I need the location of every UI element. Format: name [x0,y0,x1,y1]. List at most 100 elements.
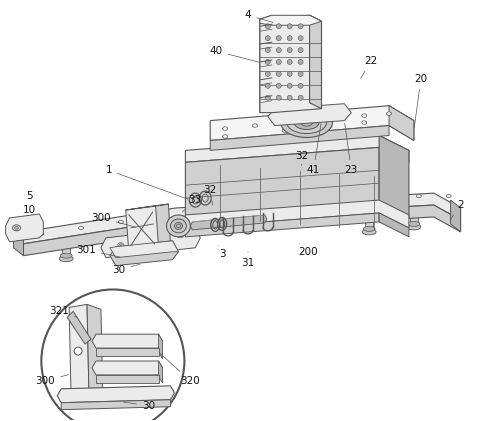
Polygon shape [156,226,164,242]
Text: 32: 32 [203,185,216,205]
Polygon shape [125,206,158,252]
Ellipse shape [119,244,122,246]
Text: 32: 32 [294,152,307,165]
Ellipse shape [286,72,292,76]
Polygon shape [210,125,388,150]
Ellipse shape [276,59,281,64]
Polygon shape [309,15,321,109]
Polygon shape [5,214,43,242]
Polygon shape [101,228,200,258]
Ellipse shape [286,48,292,53]
Ellipse shape [298,95,303,100]
Ellipse shape [286,36,292,41]
Polygon shape [14,232,23,256]
Polygon shape [158,361,162,383]
Text: 23: 23 [344,123,357,175]
Text: 300: 300 [91,213,136,227]
Ellipse shape [407,221,419,226]
Polygon shape [107,233,115,249]
Ellipse shape [222,135,227,138]
Ellipse shape [406,224,420,230]
Polygon shape [185,147,378,230]
Ellipse shape [280,108,332,138]
Polygon shape [267,104,350,125]
Polygon shape [96,348,158,356]
Ellipse shape [276,72,281,76]
Polygon shape [92,361,162,375]
Polygon shape [110,241,178,258]
Ellipse shape [265,59,270,64]
Ellipse shape [286,112,326,133]
Ellipse shape [74,347,82,355]
Text: 300: 300 [36,375,68,386]
Polygon shape [450,200,460,232]
Ellipse shape [298,83,303,88]
Ellipse shape [361,114,366,117]
Ellipse shape [265,83,270,88]
Ellipse shape [298,24,303,29]
Text: 31: 31 [241,252,254,268]
Text: 30: 30 [123,401,155,411]
Ellipse shape [286,83,292,88]
Polygon shape [190,215,266,230]
Polygon shape [259,15,271,113]
Ellipse shape [176,224,180,228]
Ellipse shape [154,239,166,244]
Polygon shape [388,106,413,141]
Polygon shape [185,136,408,163]
Ellipse shape [265,48,270,53]
Ellipse shape [298,72,303,76]
Ellipse shape [174,222,182,229]
Ellipse shape [361,121,366,124]
Polygon shape [210,106,413,141]
Ellipse shape [118,243,123,247]
Polygon shape [259,15,321,25]
Ellipse shape [276,83,281,88]
Text: 22: 22 [360,56,377,78]
Polygon shape [61,400,170,410]
Polygon shape [69,304,89,402]
Text: 3: 3 [218,246,225,259]
Ellipse shape [326,117,331,120]
Ellipse shape [286,24,292,29]
Ellipse shape [294,116,318,130]
Polygon shape [378,136,408,218]
Ellipse shape [15,226,19,229]
Ellipse shape [166,215,190,237]
Polygon shape [67,312,91,344]
Ellipse shape [376,199,381,202]
Ellipse shape [222,127,227,130]
Polygon shape [110,241,178,266]
Text: 41: 41 [306,123,321,175]
Ellipse shape [386,112,391,115]
Text: 10: 10 [23,205,36,215]
Text: 33: 33 [182,195,201,212]
Ellipse shape [286,95,292,100]
Ellipse shape [265,24,270,29]
Text: 320: 320 [159,353,200,386]
Polygon shape [96,375,158,383]
Polygon shape [185,213,378,237]
Text: 2: 2 [449,200,463,220]
Ellipse shape [276,48,281,53]
Ellipse shape [60,253,72,258]
Polygon shape [259,15,321,113]
Text: 321: 321 [49,306,77,317]
Ellipse shape [252,124,257,127]
Ellipse shape [118,221,123,224]
Ellipse shape [298,36,303,41]
Polygon shape [139,204,170,250]
Ellipse shape [265,36,270,41]
Ellipse shape [362,229,375,235]
Text: 200: 200 [297,244,317,257]
Circle shape [41,290,184,421]
Polygon shape [87,304,103,404]
Ellipse shape [282,121,286,124]
Polygon shape [409,208,417,224]
Ellipse shape [415,195,421,197]
Ellipse shape [153,242,167,248]
Ellipse shape [105,246,117,251]
Polygon shape [125,204,168,210]
Ellipse shape [276,24,281,29]
Polygon shape [23,193,460,244]
